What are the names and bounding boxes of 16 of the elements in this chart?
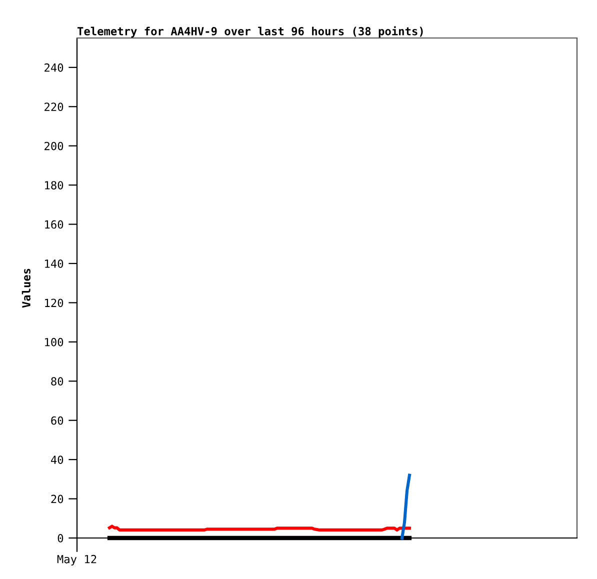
y-tick-label: 220 [44, 102, 64, 112]
x-tick-label: May 12 [57, 554, 96, 566]
y-tick-label: 200 [44, 142, 64, 150]
y-tick-label: 160 [45, 220, 64, 229]
y-tick-label: 80 [51, 377, 64, 386]
y-tick-label: 140 [45, 259, 64, 268]
y-tick-label: 240 [44, 63, 64, 72]
y-tick-label: 120 [45, 298, 64, 308]
y-tick-label: 20 [51, 494, 64, 504]
y-tick-label: 40 [50, 456, 64, 464]
y-tick-label: 180 [45, 181, 64, 190]
y-tick-label: 100 [45, 338, 64, 346]
y-tick-label: 60 [51, 416, 64, 425]
y-axis-title: Values [22, 268, 30, 308]
chart-title: Telemetry for AA4HV-9 over last 96 hours (38 points) [77, 26, 423, 38]
y-tick-label: 0 [58, 534, 64, 542]
